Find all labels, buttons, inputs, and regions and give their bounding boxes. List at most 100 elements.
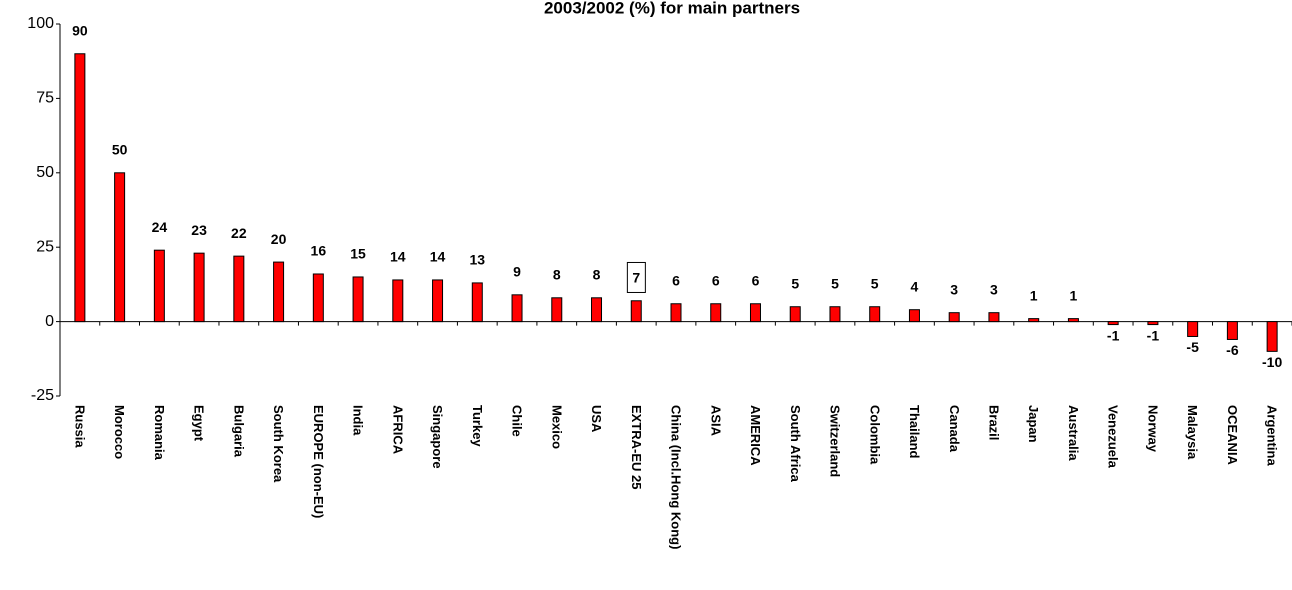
bar bbox=[511, 294, 523, 323]
data-label: -10 bbox=[1262, 354, 1282, 370]
x-tick-label: South Africa bbox=[788, 405, 803, 483]
bar bbox=[710, 303, 722, 323]
x-tick-label: India bbox=[351, 405, 366, 436]
data-label: 15 bbox=[350, 246, 366, 262]
data-label: 6 bbox=[672, 272, 680, 288]
y-tick-label: 75 bbox=[36, 90, 54, 107]
y-tick-label: -25 bbox=[31, 387, 54, 404]
y-tick-label: 100 bbox=[27, 15, 54, 32]
x-tick-label: AMERICA bbox=[748, 405, 763, 466]
bar bbox=[988, 312, 1000, 323]
data-label: 90 bbox=[72, 22, 88, 38]
bar bbox=[1187, 321, 1199, 337]
bar bbox=[1028, 318, 1040, 323]
bar bbox=[114, 172, 126, 323]
data-label: 4 bbox=[911, 278, 919, 294]
data-label: 22 bbox=[231, 225, 247, 241]
bar bbox=[789, 306, 801, 323]
x-tick-label: Morocco bbox=[112, 405, 127, 459]
x-tick-label: Switzerland bbox=[828, 405, 843, 477]
bar bbox=[352, 276, 364, 323]
bar bbox=[153, 249, 165, 323]
data-label: 3 bbox=[990, 281, 998, 297]
data-label: 24 bbox=[152, 219, 168, 235]
bar bbox=[392, 279, 404, 323]
y-tick-label: 50 bbox=[36, 164, 54, 181]
x-tick-label: Norway bbox=[1145, 405, 1160, 453]
x-tick-label: Thailand bbox=[907, 405, 922, 459]
x-tick-label: Russia bbox=[72, 405, 87, 448]
bar bbox=[908, 309, 920, 323]
data-label: 3 bbox=[950, 281, 958, 297]
data-label: 23 bbox=[191, 222, 207, 238]
x-tick-label: ASIA bbox=[708, 405, 723, 437]
x-tick-label: Singapore bbox=[430, 405, 445, 469]
x-tick-label: Colombia bbox=[867, 405, 882, 465]
bar bbox=[869, 306, 881, 323]
x-tick-label: Mexico bbox=[549, 405, 564, 449]
x-tick-label: Australia bbox=[1066, 405, 1081, 461]
x-tick-label: Brazil bbox=[986, 405, 1001, 440]
bar bbox=[312, 273, 324, 323]
bar bbox=[1107, 321, 1119, 326]
x-tick-label: USA bbox=[589, 405, 604, 433]
x-tick-label: Venezuela bbox=[1106, 405, 1121, 469]
x-tick-label: Turkey bbox=[470, 405, 485, 447]
x-tick-label: Japan bbox=[1026, 405, 1041, 443]
data-label: 6 bbox=[712, 272, 720, 288]
x-tick-label: Chile bbox=[510, 405, 525, 437]
bar bbox=[471, 282, 483, 323]
x-tick-label: Romania bbox=[152, 405, 167, 461]
data-label: 8 bbox=[553, 266, 561, 282]
bar bbox=[1226, 321, 1238, 340]
bar bbox=[1266, 321, 1278, 352]
bar bbox=[432, 279, 444, 323]
x-tick-label: China (Incl.Hong Kong) bbox=[669, 405, 684, 549]
x-tick-label: EXTRA-EU 25 bbox=[629, 405, 644, 490]
y-tick-label: 25 bbox=[36, 238, 54, 255]
data-label: 50 bbox=[112, 142, 128, 158]
data-label: -1 bbox=[1147, 327, 1160, 343]
bar bbox=[591, 297, 603, 323]
data-label: 5 bbox=[831, 275, 839, 291]
x-tick-label: Argentina bbox=[1265, 405, 1280, 466]
x-tick-label: Malaysia bbox=[1185, 405, 1200, 460]
data-label: 1 bbox=[1030, 287, 1038, 303]
data-label: 14 bbox=[390, 249, 406, 265]
data-label: -5 bbox=[1186, 339, 1199, 355]
bar bbox=[749, 303, 761, 323]
data-label: -6 bbox=[1226, 342, 1239, 358]
bar bbox=[193, 252, 205, 323]
bar bbox=[948, 312, 960, 323]
bar bbox=[233, 255, 245, 323]
data-label: -1 bbox=[1107, 327, 1120, 343]
bar bbox=[829, 306, 841, 323]
data-label: 20 bbox=[271, 231, 287, 247]
data-label: 9 bbox=[513, 264, 521, 280]
bar bbox=[1067, 318, 1079, 323]
bar bbox=[273, 261, 285, 323]
bar bbox=[670, 303, 682, 323]
data-label: 5 bbox=[791, 275, 799, 291]
x-tick-label: Egypt bbox=[192, 405, 207, 442]
x-tick-label: Bulgaria bbox=[231, 405, 246, 458]
bar bbox=[1147, 321, 1159, 326]
data-label: 16 bbox=[311, 243, 327, 259]
data-label: 7 bbox=[632, 269, 640, 285]
data-label: 5 bbox=[871, 275, 879, 291]
data-label: 13 bbox=[470, 252, 486, 268]
chart-title: 2003/2002 (%) for main partners bbox=[544, 0, 800, 17]
data-label: 14 bbox=[430, 249, 446, 265]
data-label: 8 bbox=[593, 266, 601, 282]
data-label: 1 bbox=[1070, 287, 1078, 303]
data-label: 6 bbox=[752, 272, 760, 288]
x-tick-label: Canada bbox=[947, 405, 962, 453]
bar bbox=[630, 300, 642, 323]
y-tick-label: 0 bbox=[45, 313, 54, 330]
bar bbox=[551, 297, 563, 323]
bar bbox=[74, 53, 86, 323]
x-tick-label: EUROPE (non-EU) bbox=[311, 405, 326, 518]
label-box bbox=[626, 261, 646, 293]
x-tick-label: OCEANIA bbox=[1225, 405, 1240, 466]
